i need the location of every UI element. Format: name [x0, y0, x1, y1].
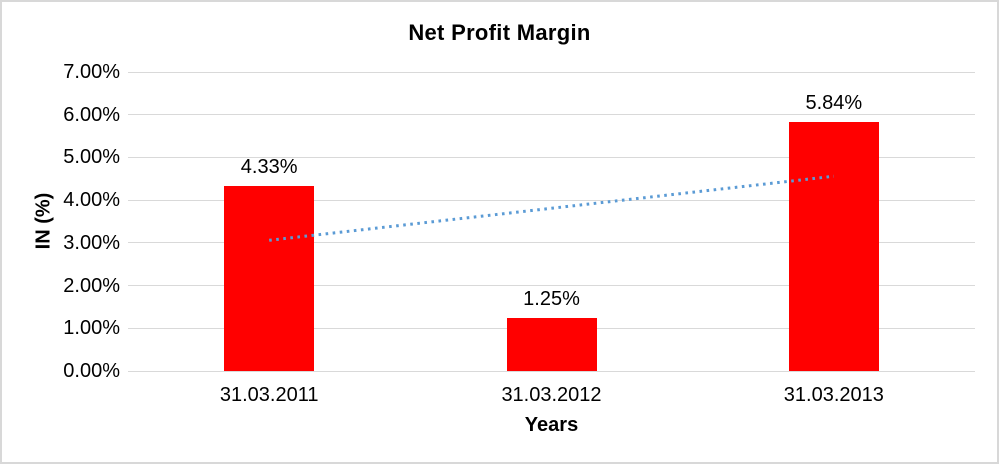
trendline-path — [268, 174, 835, 242]
y-axis-tick-label: 5.00% — [63, 146, 120, 169]
gridline — [128, 156, 975, 158]
x-axis-tick-label: 31.03.2012 — [501, 384, 602, 406]
bar-value-label: 5.84% — [805, 91, 863, 114]
x-axis-title: Years — [524, 414, 579, 436]
gridline — [128, 285, 975, 287]
y-axis-tick-label: 1.00% — [63, 317, 120, 340]
bar-value-label: 4.33% — [240, 156, 298, 179]
y-axis-tick-label: 6.00% — [63, 103, 120, 126]
bar-value-label: 1.25% — [523, 287, 580, 310]
y-axis-tick-label: 3.00% — [63, 231, 120, 254]
gridline — [128, 242, 975, 244]
x-axis-tick-label: 31.03.2013 — [783, 384, 884, 406]
bar — [788, 121, 879, 371]
bar — [506, 317, 597, 371]
trendline — [268, 174, 835, 242]
gridline — [128, 114, 975, 116]
gridline — [128, 71, 975, 73]
y-axis-tick-label: 2.00% — [63, 274, 120, 297]
y-axis-tick-label: 7.00% — [63, 61, 120, 83]
chart-title: Net Profit Margin — [408, 20, 591, 45]
plot-area — [128, 71, 975, 372]
y-axis-tick-label: 4.00% — [63, 189, 120, 212]
gridline — [128, 199, 975, 201]
gridline — [128, 370, 975, 372]
x-axis-tick-label: 31.03.2011 — [219, 384, 319, 406]
y-axis-tick-label: 0.00% — [63, 360, 120, 382]
bar — [224, 186, 315, 371]
